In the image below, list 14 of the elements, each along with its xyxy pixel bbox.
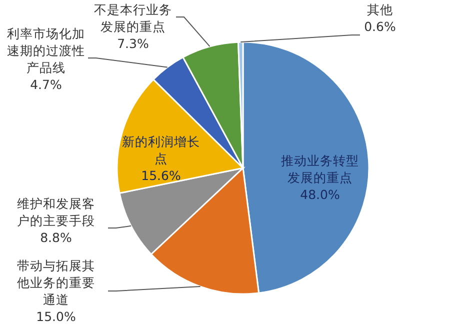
slice-label: 推动业务转型发展的重点 xyxy=(281,153,359,185)
slice-label: 不是本行业务发展的重点 xyxy=(94,2,172,34)
slice-label: 其他 xyxy=(367,2,393,17)
data-label: 15.6% xyxy=(141,168,181,183)
slice-label: 新的利润增长点 xyxy=(122,134,200,166)
data-label: 15.0% xyxy=(36,309,76,324)
data-label: 0.6% xyxy=(364,19,396,34)
data-label: 7.3% xyxy=(117,36,149,51)
data-label: 4.7% xyxy=(30,77,62,92)
slice-label: 带动与拓展其他业务的重要通道 xyxy=(17,258,95,307)
data-label: 48.0% xyxy=(300,187,340,202)
slice-label: 利率市场化加速期的过渡性产品线 xyxy=(7,26,85,75)
slice-label: 维护和发展客户的主要手段 xyxy=(17,196,95,228)
data-label: 8.8% xyxy=(40,230,72,245)
